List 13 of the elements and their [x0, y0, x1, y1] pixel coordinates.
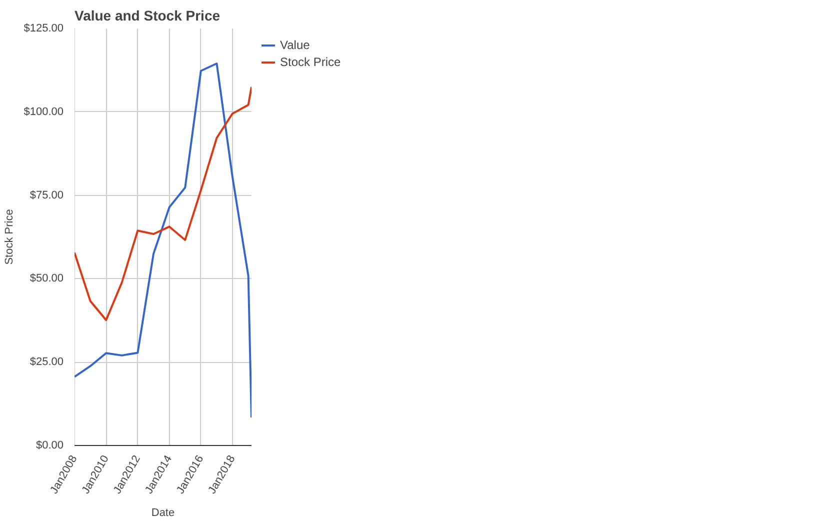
- y-tick-label: $0.00: [36, 440, 64, 452]
- y-tick-label: $125.00: [24, 22, 64, 34]
- chart-title: Value and Stock Price: [74, 8, 220, 24]
- y-tick-label: $75.00: [30, 189, 64, 202]
- y-tick-label: $100.00: [24, 106, 64, 118]
- x-axis-title: Date: [151, 507, 175, 520]
- line-series: [74, 86, 252, 322]
- y-tick-label: $50.00: [30, 272, 64, 285]
- y-tick-label: $25.00: [30, 356, 64, 368]
- legend-label: Stock Price: [280, 55, 341, 69]
- line-series: [74, 62, 252, 418]
- y-axis-title: Stock Price: [4, 209, 16, 265]
- legend-label: Value: [280, 38, 310, 52]
